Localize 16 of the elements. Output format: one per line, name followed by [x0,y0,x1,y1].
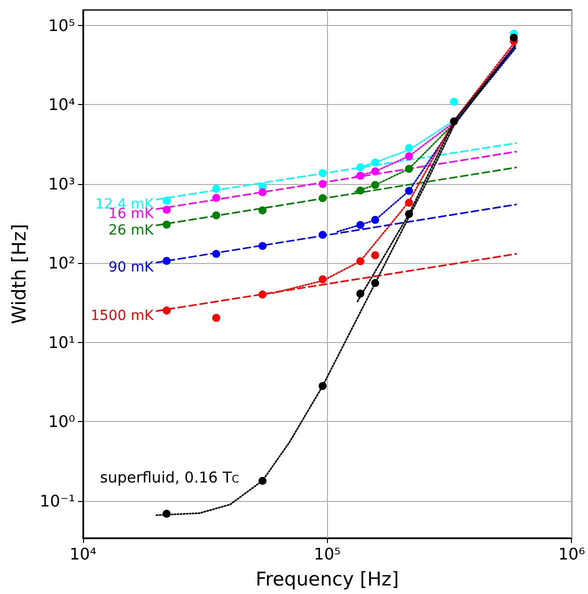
y-tick-label: 10⁻¹ [40,491,75,510]
series-label: 1500 mK [90,308,154,324]
y-tick-label: 10² [48,254,75,273]
x-tick-label: 10⁶ [558,544,586,564]
y-axis-title: Width [Hz] [8,224,30,324]
y-tick-label: 10⁰ [48,412,75,432]
series-label: 26 mK [108,222,154,238]
series-label: 90 mK [108,260,154,276]
x-tick-label: 10⁵ [314,544,341,564]
y-tick-label: 10⁵ [48,16,75,36]
x-axis-title: Frequency [Hz] [256,568,399,590]
y-tick-label: 10³ [48,174,75,194]
annotation: superfluid, 0.16 TC [100,468,240,486]
y-tick-label: 10⁴ [48,95,75,114]
y-tick-label: 10¹ [48,332,75,352]
x-tick-label: 10⁴ [70,544,96,564]
